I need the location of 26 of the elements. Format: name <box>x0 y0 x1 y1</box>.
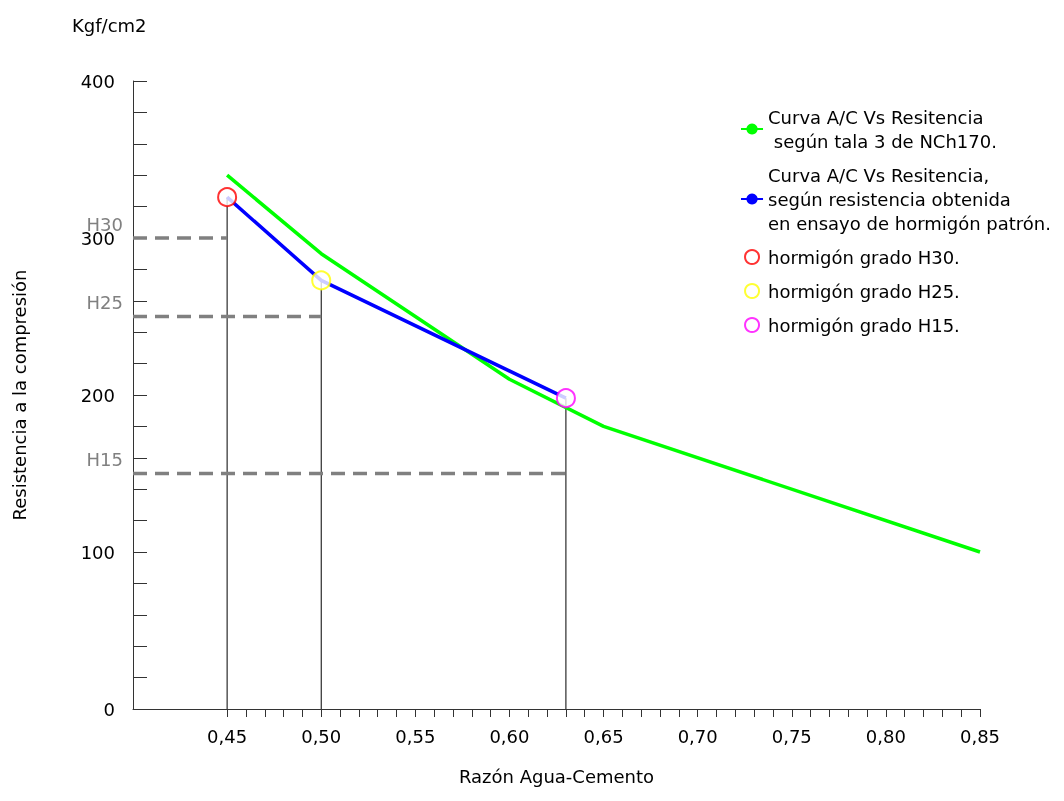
x-axis-title: Razón Agua-Cemento <box>458 765 655 787</box>
x-tick-label: 0,80 <box>865 725 906 747</box>
legend-label: hormigón grado H30. <box>768 246 960 268</box>
y-tick-label: 100 <box>80 541 115 563</box>
x-tick-label: 0,70 <box>677 725 718 747</box>
series-label: H25 <box>86 292 123 313</box>
y-tick-label: 400 <box>80 70 115 92</box>
y-tick-label: 0 <box>103 698 115 720</box>
text: Kgf/cm2 <box>72 14 147 36</box>
point <box>311 270 332 291</box>
y-axis-title: Resistencia a la compresión <box>8 269 30 521</box>
x-tick-label: 0,50 <box>301 725 342 747</box>
x-tick-label: 0,75 <box>771 725 812 747</box>
series-label: H15 <box>86 449 123 470</box>
x-tick-label: 0,60 <box>489 725 530 747</box>
legend-label: hormigón grado H15. <box>768 314 960 336</box>
legend-label: Curva A/C Vs Resitencia, según resistencia obtenida en ensayo de hormigón patrón. <box>768 164 1052 234</box>
legend-label: hormigón grado H25. <box>768 280 960 302</box>
x-tick-label: 0,45 <box>207 725 248 747</box>
legend-label: Curva A/C Vs Resitencia según tala 3 de NCh170. <box>768 106 997 152</box>
x-tick-label: 0,85 <box>959 725 1001 747</box>
y-tick-label: 200 <box>80 384 115 406</box>
point <box>555 388 576 409</box>
x-tick-label: 0,65 <box>583 725 624 747</box>
x-tick-label: 0,55 <box>395 725 436 747</box>
point <box>217 187 238 208</box>
